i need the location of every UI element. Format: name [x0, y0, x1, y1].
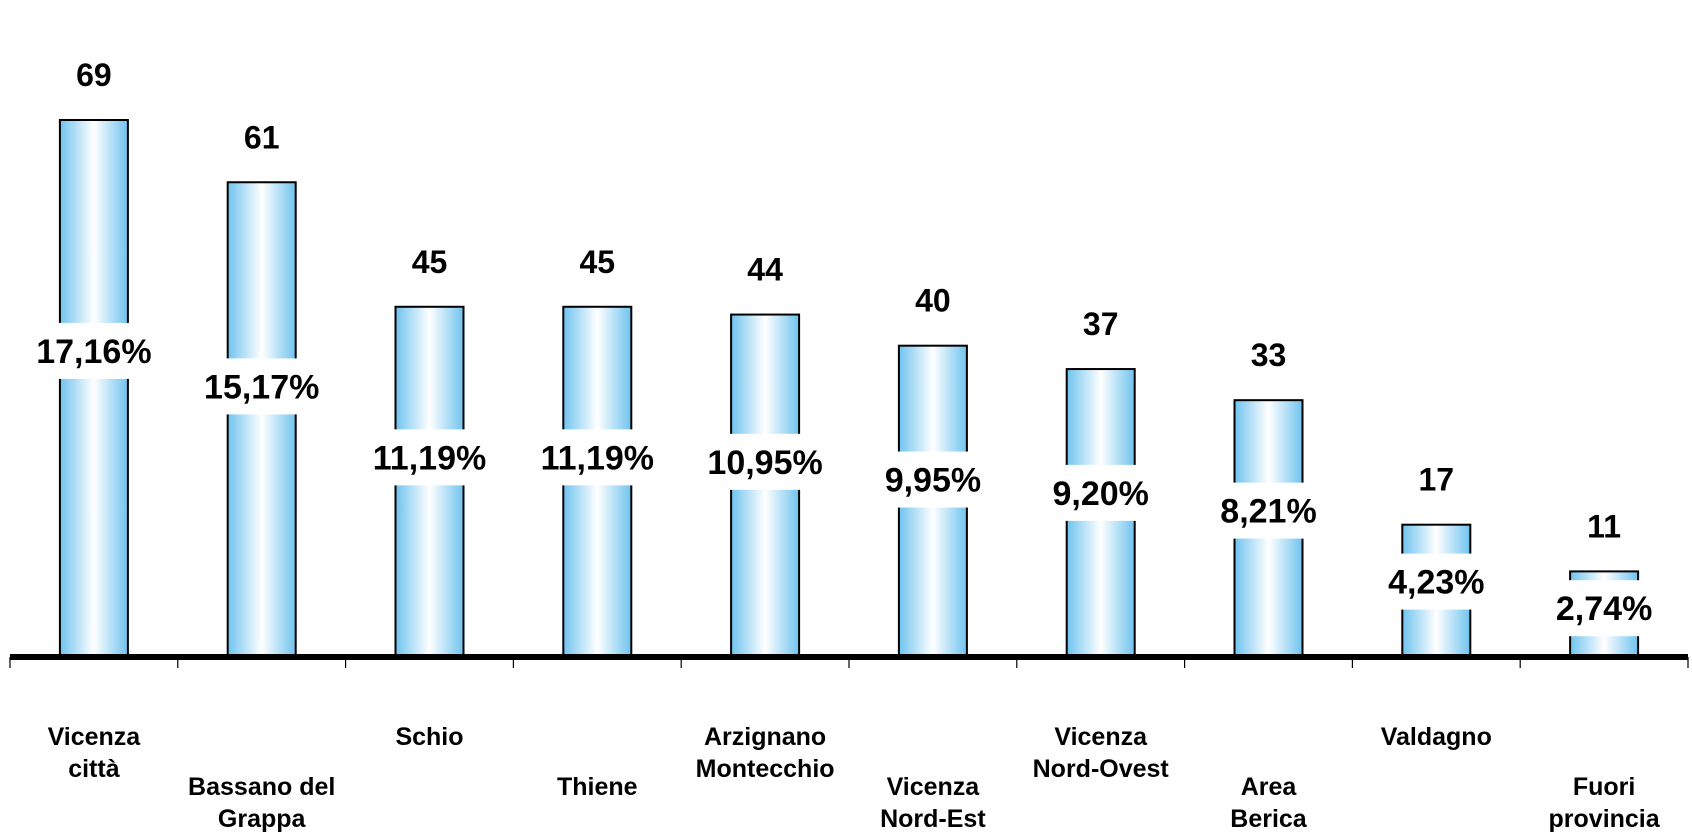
category-label-2: Schio [395, 723, 463, 751]
percent-label-0: 17,16% [36, 333, 151, 371]
percent-label-bg-6 [1036, 464, 1165, 521]
percent-label-bg-4 [701, 433, 830, 490]
percent-label-2: 11,19% [373, 439, 486, 477]
category-label-7: Area Berica [1230, 773, 1308, 833]
percent-label-4: 10,95% [707, 444, 822, 482]
count-label-3: 45 [580, 244, 616, 280]
bar-1 [226, 181, 297, 658]
category-label-8: Valdagno [1381, 723, 1492, 751]
bar-0 [58, 119, 129, 658]
count-label-4: 44 [747, 252, 783, 288]
category-label-1: Bassano del Grappa [188, 773, 335, 833]
percent-label-bg-7 [1204, 482, 1333, 539]
percent-label-bg-5 [868, 451, 997, 508]
category-label-5: Vicenza Nord-Est [880, 773, 986, 833]
percent-label-bg-8 [1372, 553, 1501, 610]
percent-label-6: 9,20% [1052, 475, 1148, 513]
count-label-1: 61 [244, 119, 280, 155]
percent-label-7: 8,21% [1220, 493, 1316, 531]
percent-label-bg-9 [1540, 580, 1669, 637]
percent-label-bg-3 [533, 429, 662, 486]
count-label-9: 11 [1587, 508, 1621, 544]
category-label-3: Thiene [557, 773, 638, 801]
x-axis [9, 654, 1689, 668]
count-label-2: 45 [412, 244, 448, 280]
percent-label-bg-2 [365, 429, 494, 486]
category-label-0: Vicenza città [48, 723, 142, 783]
labels-group: 69 17,16% Vicenza città 61 15,17% Bassano del G… [29, 57, 1669, 833]
count-label-5: 40 [915, 283, 951, 319]
percent-label-1: 15,17% [204, 368, 319, 406]
count-label-7: 33 [1251, 337, 1287, 373]
count-label-8: 17 [1419, 462, 1455, 498]
percent-label-8: 4,23% [1388, 564, 1484, 602]
category-label-4: Arzignano Montecchio [696, 723, 835, 783]
percent-label-bg-0 [29, 322, 158, 379]
count-label-6: 37 [1083, 306, 1119, 342]
category-label-6: Vicenza Nord-Ovest [1033, 723, 1170, 783]
category-label-9: Fuori provincia [1549, 773, 1661, 833]
percent-label-bg-1 [197, 358, 326, 415]
percent-label-5: 9,95% [885, 462, 981, 500]
count-label-0: 69 [76, 57, 112, 93]
percent-label-9: 2,74% [1556, 590, 1652, 628]
percent-label-3: 11,19% [541, 439, 654, 477]
